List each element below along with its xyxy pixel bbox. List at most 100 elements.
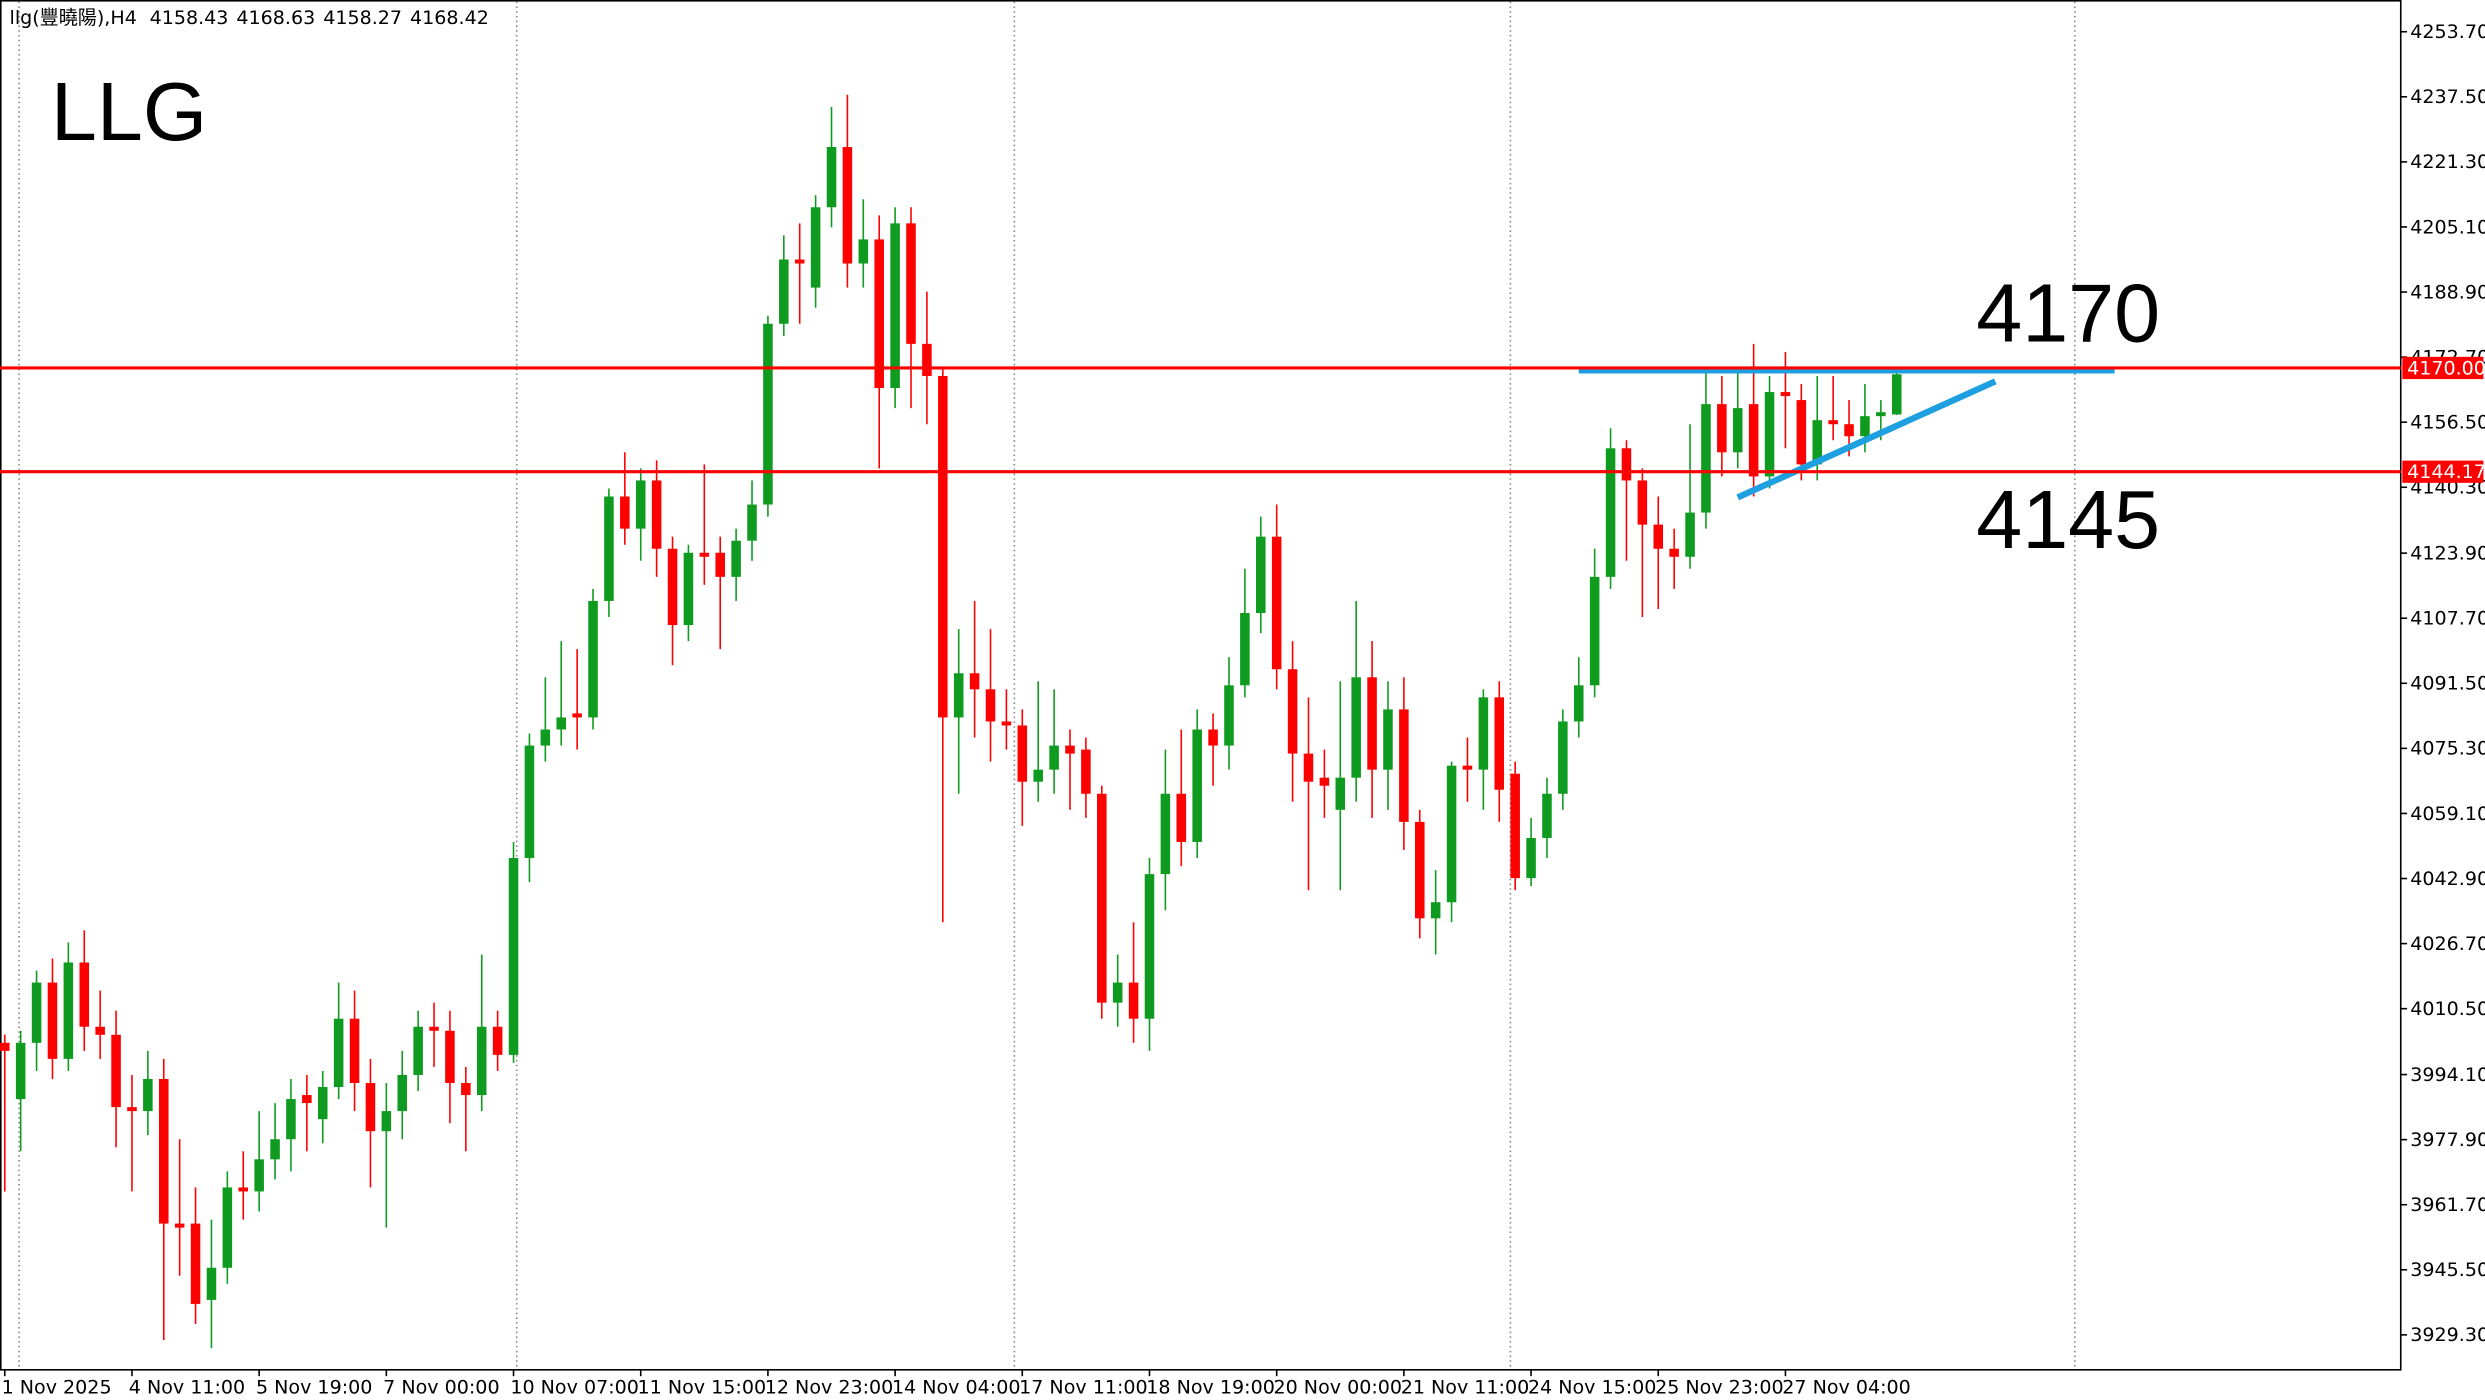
candle-body (906, 223, 916, 344)
candle-body (890, 223, 900, 389)
candle-body (1049, 745, 1059, 770)
candle-body (1510, 773, 1520, 879)
candle-body (476, 1026, 487, 1096)
candle-body (1001, 721, 1012, 726)
candle-body (699, 552, 710, 557)
candle-body (540, 729, 551, 746)
header-high: 4168.63 (236, 7, 315, 29)
candle-body (1478, 697, 1489, 770)
candle-body (1796, 400, 1807, 465)
x-tick-label: 27 Nov 04:00 (1782, 1377, 1911, 1399)
candle-body (1748, 404, 1759, 477)
candle-body (1558, 721, 1568, 794)
candle-body (1701, 404, 1711, 513)
candle-body (286, 1099, 296, 1140)
candle-body (254, 1159, 264, 1192)
y-tick-label: 4188.90 (2410, 281, 2485, 303)
level-annotation: 4170 (1976, 267, 2160, 360)
x-tick-label: 12 Nov 23:00 (765, 1377, 894, 1399)
candle-body (1144, 874, 1155, 1019)
symbol-annotation: LLG (51, 65, 207, 158)
candle-body (1446, 765, 1457, 903)
candle-body (397, 1074, 408, 1112)
candle-body (1383, 709, 1393, 770)
candle-body (1081, 749, 1091, 794)
y-tick-label: 4026.70 (2410, 933, 2485, 955)
candle-body (731, 540, 741, 577)
candle-body (15, 1042, 26, 1100)
candle-body (1303, 753, 1314, 782)
candle-body (1065, 745, 1075, 754)
y-tick-label: 3994.10 (2410, 1064, 2485, 1086)
header-close: 4168.42 (410, 7, 489, 29)
candle-body (1685, 512, 1695, 557)
candle-body (1256, 536, 1266, 613)
candle-body (1208, 729, 1218, 746)
candle-body (1891, 374, 1902, 415)
x-tick-label: 25 Nov 23:00 (1655, 1377, 1784, 1399)
candle-body (985, 689, 996, 722)
candle-body (1112, 982, 1123, 1003)
candle-body (1653, 524, 1664, 549)
candle-body (413, 1026, 423, 1075)
candle-body (1033, 769, 1043, 782)
candle-body (938, 375, 948, 718)
candle-body (1017, 725, 1028, 782)
candle-body (492, 1026, 503, 1055)
candle-body (953, 673, 964, 718)
y-tick-label: 4156.50 (2410, 412, 2485, 434)
header-open: 4158.43 (150, 7, 229, 29)
candle-body (270, 1139, 280, 1160)
candle-body (1732, 408, 1743, 453)
header-low: 4158.27 (323, 7, 402, 29)
y-tick-label: 4091.50 (2410, 673, 2485, 695)
candle-body (365, 1082, 376, 1132)
candle-body (222, 1187, 233, 1268)
candle-body (206, 1267, 217, 1300)
candle-body (524, 745, 535, 859)
candle-body (572, 713, 582, 718)
candle-body (1271, 536, 1282, 670)
x-tick-label: 21 Nov 11:00 (1401, 1377, 1530, 1399)
candle-body (508, 858, 519, 1055)
y-tick-label: 3929.30 (2410, 1324, 2485, 1346)
candle-body (429, 1026, 439, 1031)
candle-body (63, 962, 74, 1059)
price-label: 4144.17 (2407, 461, 2485, 483)
candle-body (1828, 420, 1838, 425)
candle-body (1367, 677, 1377, 770)
y-tick-label: 4042.90 (2410, 868, 2485, 890)
y-tick-label: 3961.70 (2410, 1194, 2485, 1216)
candle-body (317, 1087, 328, 1120)
candle-body (1415, 821, 1425, 919)
y-tick-label: 4107.70 (2410, 608, 2485, 630)
plot-frame (0, 0, 2402, 1371)
candle-body (174, 1223, 185, 1228)
candle-body (810, 207, 821, 288)
candle-body (779, 259, 789, 324)
y-tick-label: 4075.30 (2410, 738, 2485, 760)
candle-body (1128, 982, 1139, 1019)
x-tick-label: 11 Nov 15:00 (638, 1377, 767, 1399)
y-tick-label: 3977.90 (2410, 1129, 2485, 1151)
support-trendline (1736, 378, 1997, 501)
candle-body (969, 673, 980, 690)
candle-body (683, 552, 694, 626)
candle-body (1160, 793, 1171, 875)
candle-body (556, 717, 567, 730)
x-tick-label: 5 Nov 19:00 (256, 1377, 372, 1399)
candle-body (158, 1078, 169, 1224)
price-label-box (2402, 356, 2484, 380)
y-tick-label: 4237.50 (2410, 86, 2485, 108)
candle-body (1399, 709, 1409, 822)
candle-body (238, 1187, 249, 1192)
candle-body (1192, 729, 1202, 842)
candle-body (190, 1223, 201, 1304)
x-tick-label: 17 Nov 11:00 (1019, 1377, 1148, 1399)
y-tick-label: 3945.50 (2410, 1259, 2485, 1281)
candle-body (1351, 677, 1361, 778)
price-label: 4170.00 (2407, 357, 2485, 379)
candle-body (1605, 448, 1616, 577)
candle-body (1717, 404, 1727, 453)
